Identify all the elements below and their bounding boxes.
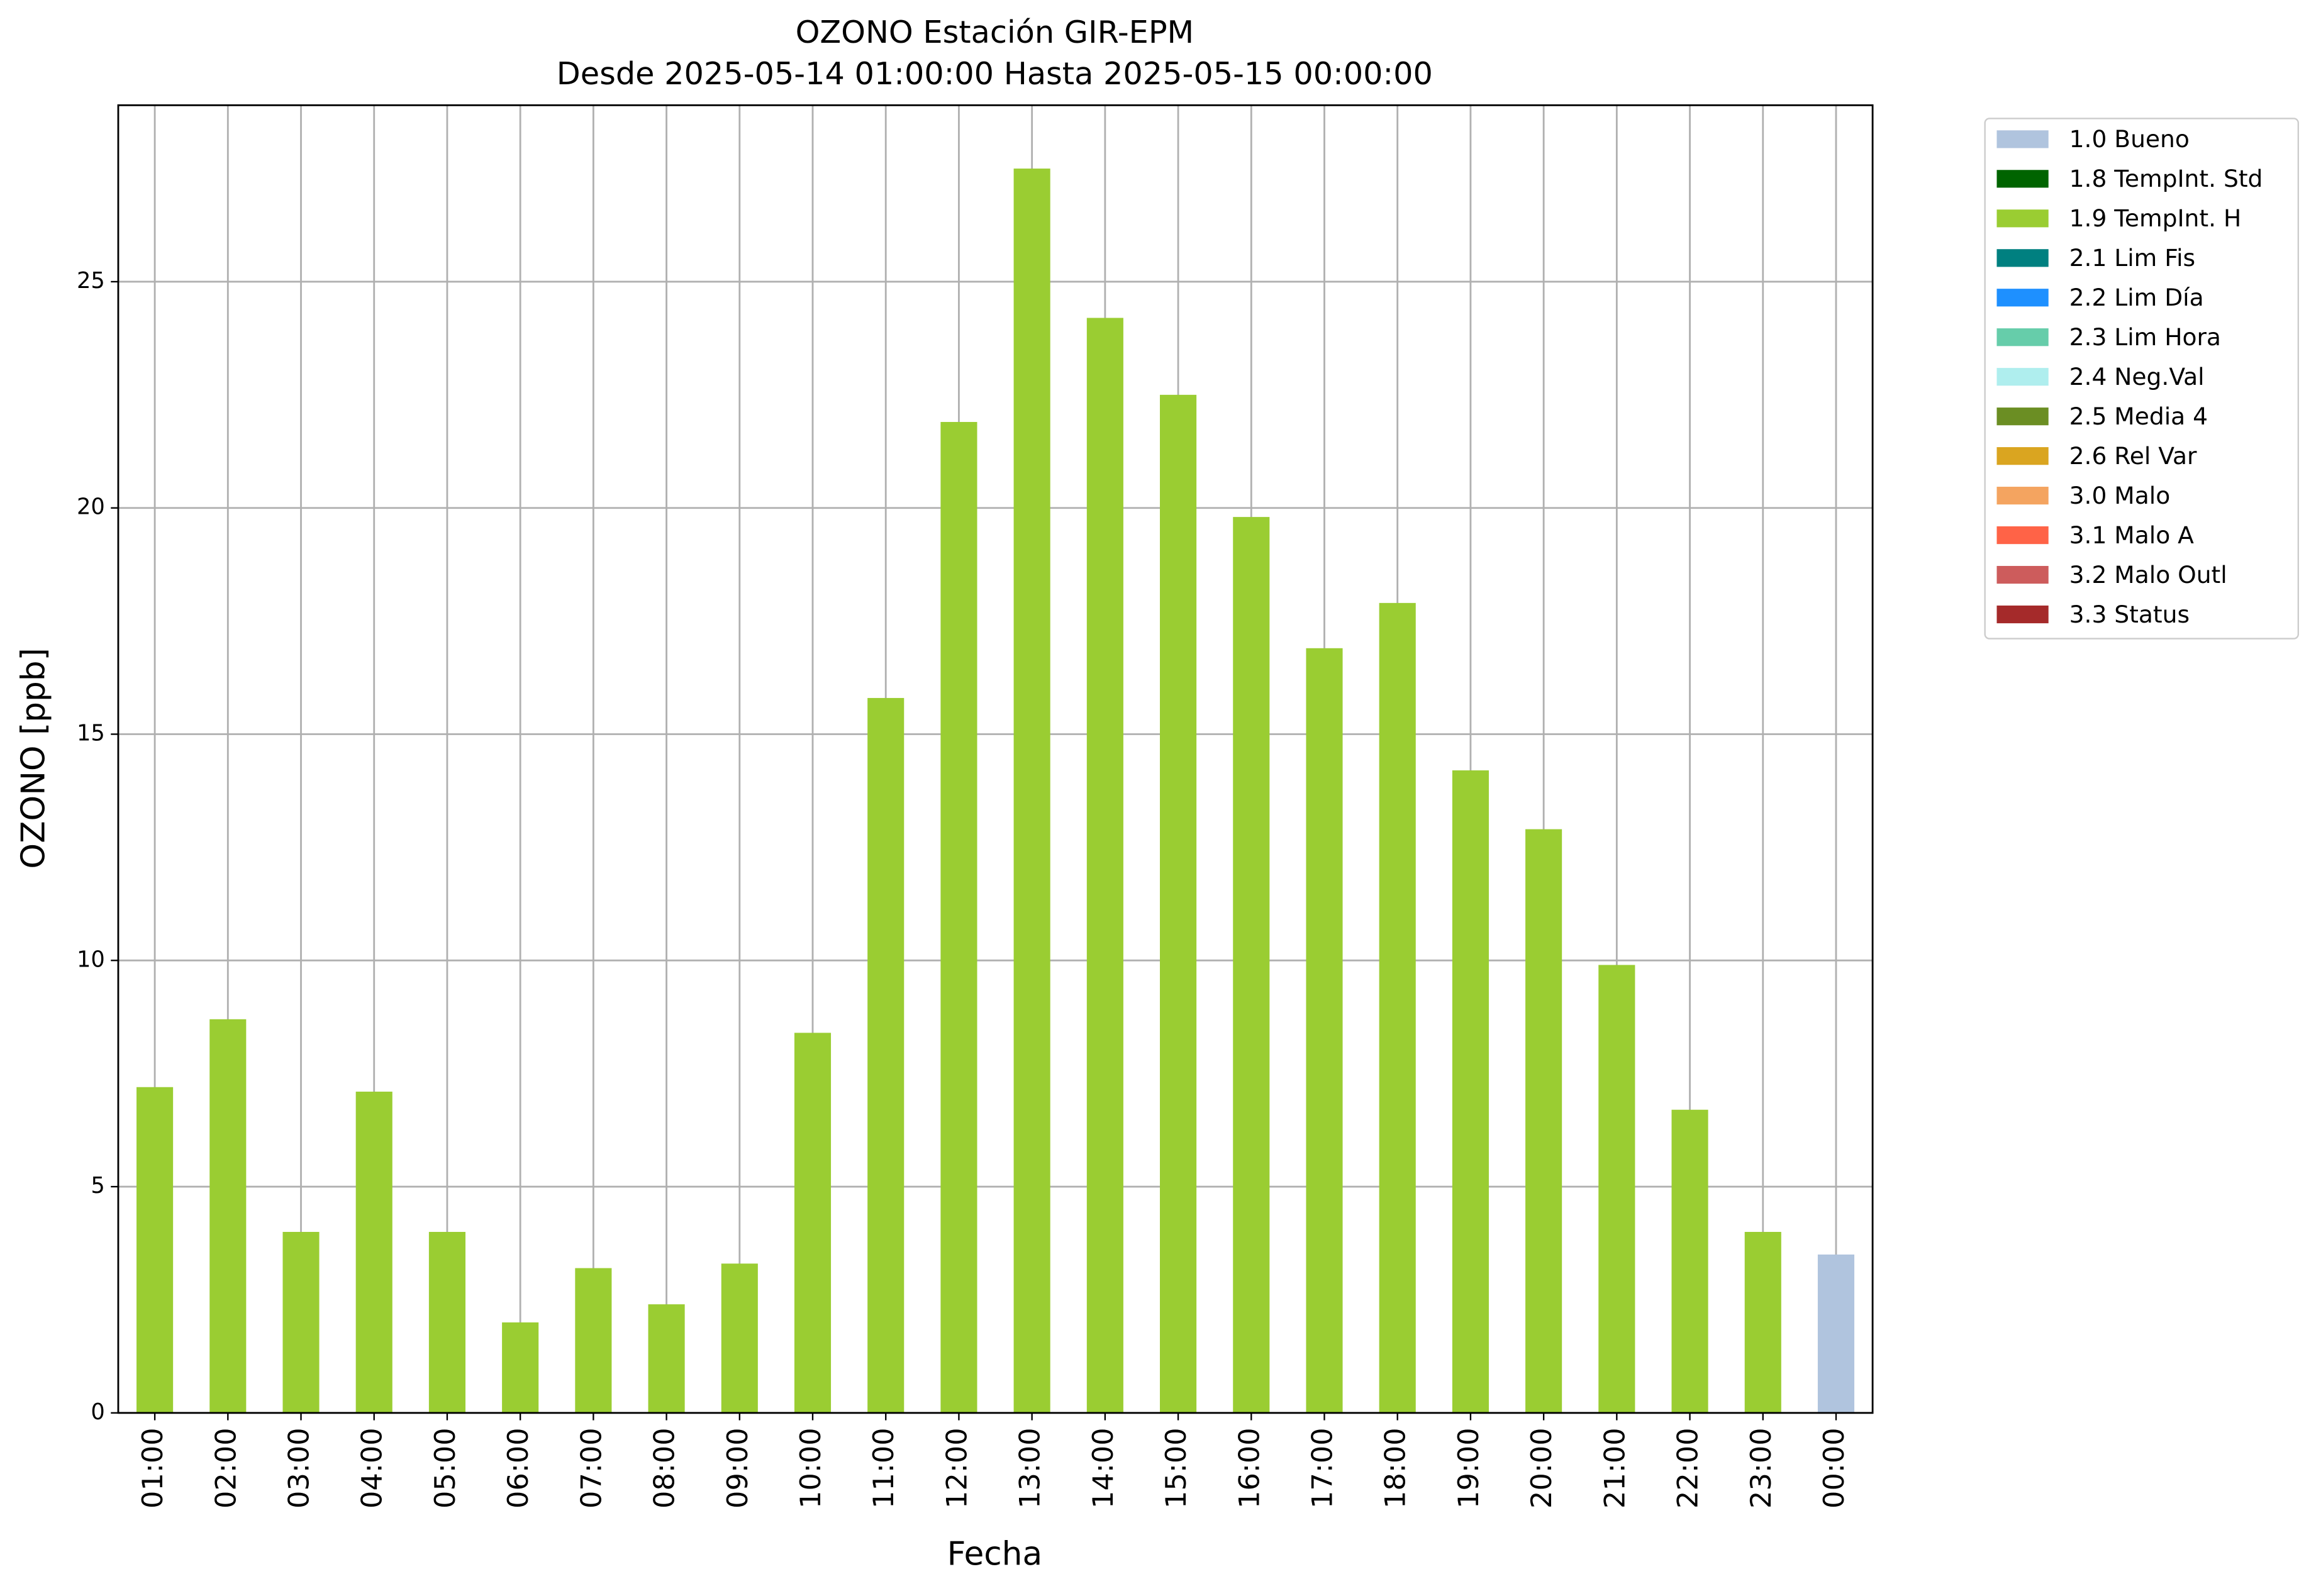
x-tick-label: 10:00 [794,1427,827,1509]
bar [575,1268,612,1413]
bar [1525,829,1562,1413]
y-tick-label: 0 [91,1399,104,1425]
legend-swatch [1996,605,2049,624]
bar [428,1232,465,1413]
bar [940,422,977,1413]
legend-box [1984,118,2299,640]
x-tick-label: 17:00 [1306,1427,1339,1509]
legend-swatch [1996,447,2049,465]
legend-label: 2.4 Neg.Val [2069,363,2205,391]
plot-frame [117,104,1874,1414]
x-tick-label: 09:00 [721,1427,754,1509]
legend-swatch [1996,565,2049,584]
y-tick-label: 25 [77,268,105,294]
y-tick-label: 10 [77,946,105,972]
x-axis-label: Fecha [947,1536,1043,1573]
bar [1306,648,1343,1413]
x-tick-label: 03:00 [283,1427,316,1509]
bar [648,1304,685,1413]
legend-label: 1.9 TempInt. H [2069,204,2242,232]
x-tick-label: 14:00 [1087,1427,1120,1509]
bar [355,1091,392,1413]
x-tick-label: 04:00 [356,1427,389,1509]
legend-label: 2.1 Lim Fis [2069,244,2196,272]
y-tick-label: 5 [91,1173,104,1199]
bar [502,1322,539,1413]
x-tick-label: 21:00 [1598,1427,1631,1509]
x-tick-label: 08:00 [649,1427,681,1509]
x-tick-label: 11:00 [867,1427,900,1509]
y-tick-label: 20 [77,494,105,520]
y-axis-label: OZONO [ppb] [14,648,52,868]
legend-label: 2.5 Media 4 [2069,402,2208,430]
legend-swatch [1996,328,2049,346]
legend-swatch [1996,289,2049,307]
legend-swatch [1996,170,2049,188]
x-tick-label: 00:00 [1818,1427,1851,1509]
bar [209,1019,247,1413]
bar [1671,1109,1708,1413]
bar [867,697,905,1413]
x-tick-label: 01:00 [136,1427,169,1509]
bar [282,1232,320,1413]
legend-label: 2.6 Rel Var [2069,442,2197,470]
x-tick-label: 13:00 [1014,1427,1047,1509]
bar [136,1087,174,1413]
legend-label: 3.1 Malo A [2069,521,2195,549]
legend-swatch [1996,209,2049,228]
x-tick-label: 02:00 [209,1427,242,1509]
bar [1086,318,1123,1413]
legend-swatch [1996,487,2049,505]
bar [1233,517,1270,1413]
bar [1744,1232,1781,1413]
bar [794,1033,832,1413]
legend-label: 3.3 Status [2069,601,2190,628]
x-tick-label: 20:00 [1525,1427,1558,1509]
bar [1160,394,1197,1413]
bar [1452,770,1489,1413]
x-tick-label: 12:00 [940,1427,973,1509]
legend-label: 1.0 Bueno [2069,125,2190,153]
legend-label: 3.2 Malo Outl [2069,561,2227,589]
bar [1013,169,1050,1413]
legend-label: 2.2 Lim Día [2069,284,2204,311]
legend-swatch [1996,368,2049,386]
legend-swatch [1996,130,2049,148]
x-tick-label: 19:00 [1452,1427,1485,1509]
legend-swatch [1996,407,2049,426]
x-tick-label: 23:00 [1745,1427,1778,1509]
chart-subtitle: Desde 2025-05-14 01:00:00 Hasta 2025-05-… [557,55,1433,92]
legend-swatch [1996,249,2049,267]
x-tick-label: 06:00 [502,1427,535,1509]
x-tick-label: 18:00 [1379,1427,1412,1509]
legend-label: 3.0 Malo [2069,482,2171,509]
bar [1817,1254,1855,1413]
legend-label: 1.8 TempInt. Std [2069,165,2263,192]
bar [721,1263,758,1413]
chart-title: OZONO Estación GIR-EPM [796,14,1194,50]
x-tick-label: 16:00 [1233,1427,1266,1509]
x-tick-label: 15:00 [1160,1427,1193,1509]
y-tick-label: 15 [77,721,105,746]
bar [1598,965,1635,1413]
bar [1379,602,1416,1413]
x-tick-label: 07:00 [575,1427,608,1509]
x-tick-label: 05:00 [429,1427,462,1509]
legend-swatch [1996,526,2049,545]
x-tick-label: 22:00 [1672,1427,1705,1509]
legend-label: 2.3 Lim Hora [2069,323,2221,351]
